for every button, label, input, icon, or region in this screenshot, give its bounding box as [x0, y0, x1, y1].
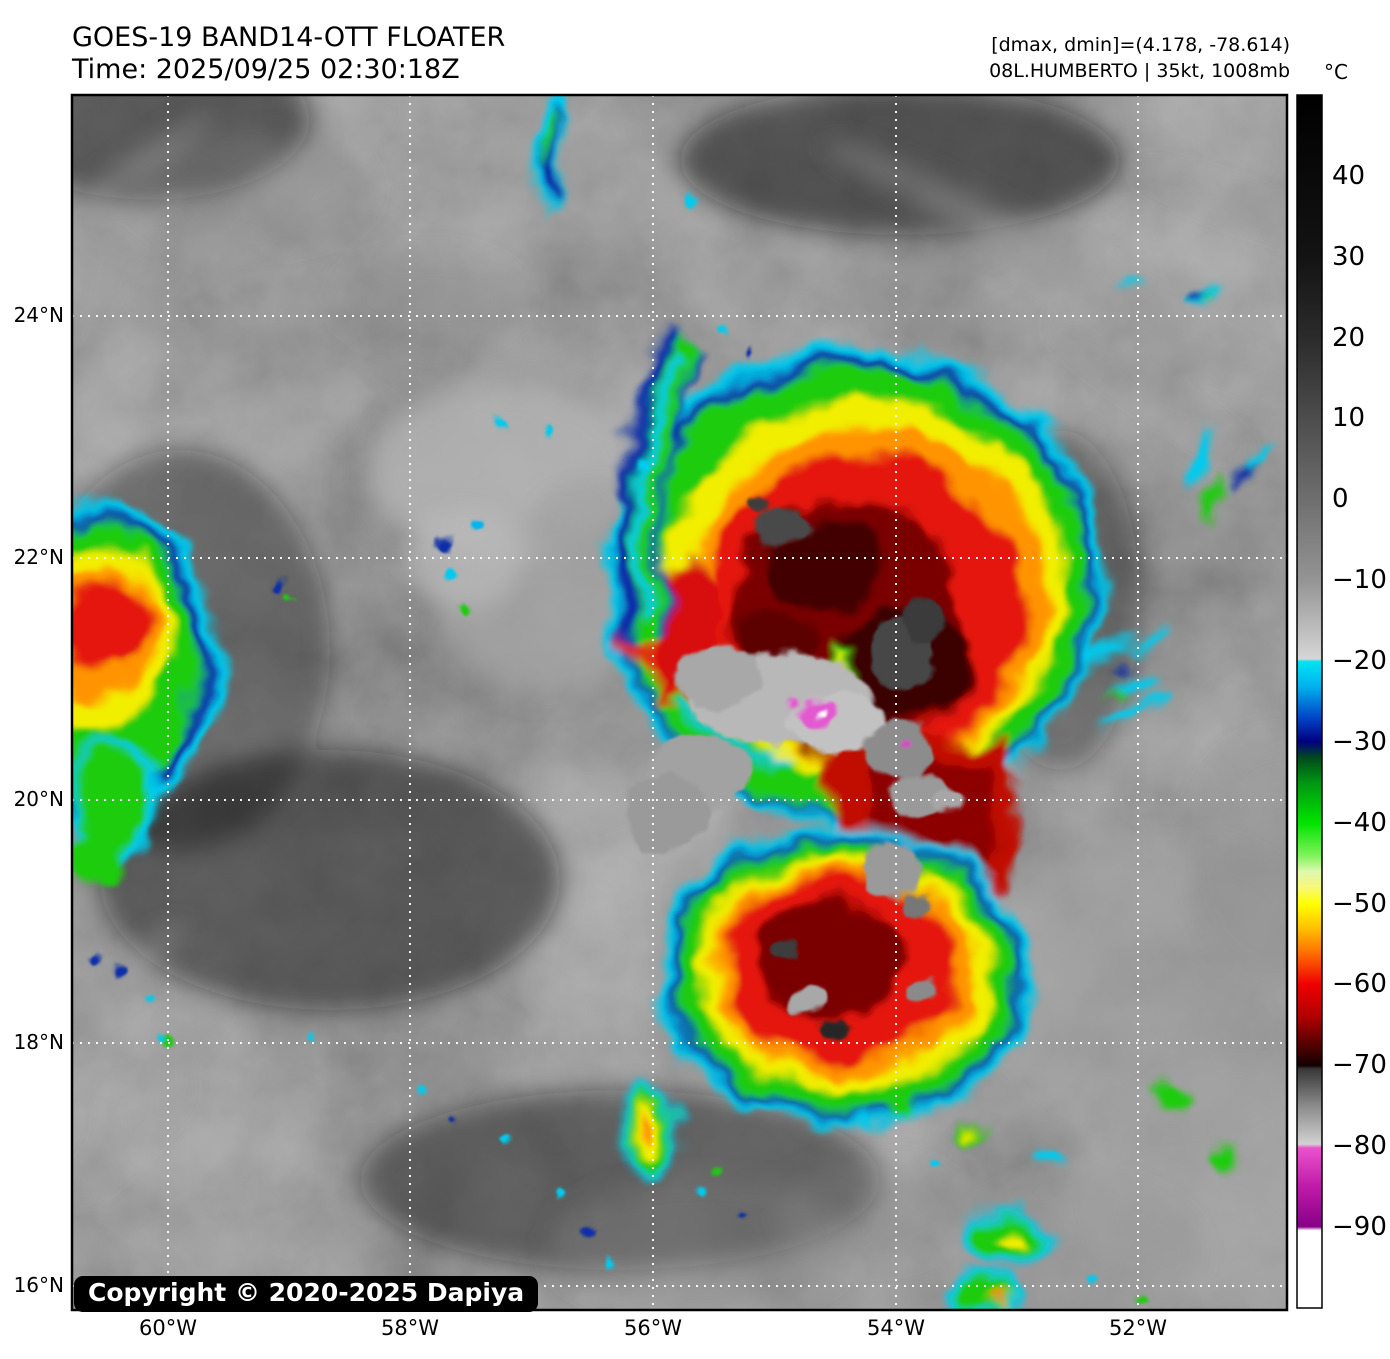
- storm-ir-overlay: [72, 95, 1274, 1310]
- lon-label-52w: 52°W: [1109, 1316, 1167, 1340]
- dmax-dmin-readout: [dmax, dmin]=(4.178, -78.614): [991, 34, 1290, 56]
- cb-tick-m10: −10: [1332, 565, 1387, 595]
- plot-frame: [70, 93, 1289, 1312]
- lat-label-24n: 24°N: [13, 303, 64, 327]
- lat-label-16n: 16°N: [13, 1273, 64, 1297]
- cb-tick-m20: −20: [1332, 646, 1387, 676]
- cb-tick-10: 10: [1332, 403, 1366, 433]
- cb-tick-20: 20: [1332, 323, 1366, 353]
- cb-tick-m80: −80: [1332, 1131, 1387, 1161]
- copyright-badge: Copyright © 2020-2025 Dapiya: [74, 1276, 539, 1312]
- page-title: GOES-19 BAND14-OTT FLOATER: [72, 22, 506, 53]
- cb-tick-40: 40: [1332, 161, 1366, 191]
- colorbar: [1296, 94, 1323, 1309]
- lon-label-58w: 58°W: [381, 1316, 439, 1340]
- cb-tick-m30: −30: [1332, 727, 1387, 757]
- cb-tick-m40: −40: [1332, 808, 1387, 838]
- colorbar-unit-label: °C: [1324, 60, 1348, 84]
- header-info: [dmax, dmin]=(4.178, -78.614) 08L.HUMBER…: [989, 32, 1290, 84]
- storm-info: 08L.HUMBERTO | 35kt, 1008mb: [989, 60, 1290, 82]
- cb-tick-m60: −60: [1332, 969, 1387, 999]
- timestamp: Time: 2025/09/25 02:30:18Z: [72, 54, 460, 85]
- lon-label-54w: 54°W: [867, 1316, 925, 1340]
- plot-area: [72, 95, 1287, 1310]
- cb-tick-m50: −50: [1332, 889, 1387, 919]
- cb-tick-0: 0: [1332, 484, 1349, 514]
- lon-label-56w: 56°W: [624, 1316, 682, 1340]
- lat-label-20n: 20°N: [13, 787, 64, 811]
- gray-cloud-masses: [72, 103, 1287, 1310]
- cb-tick-30: 30: [1332, 242, 1366, 272]
- lat-label-22n: 22°N: [13, 545, 64, 569]
- cb-tick-m90: −90: [1332, 1212, 1387, 1242]
- lon-label-60w: 60°W: [139, 1316, 197, 1340]
- overshooting-tops: [626, 497, 965, 1042]
- lat-label-18n: 18°N: [13, 1030, 64, 1054]
- cb-tick-m70: −70: [1332, 1050, 1387, 1080]
